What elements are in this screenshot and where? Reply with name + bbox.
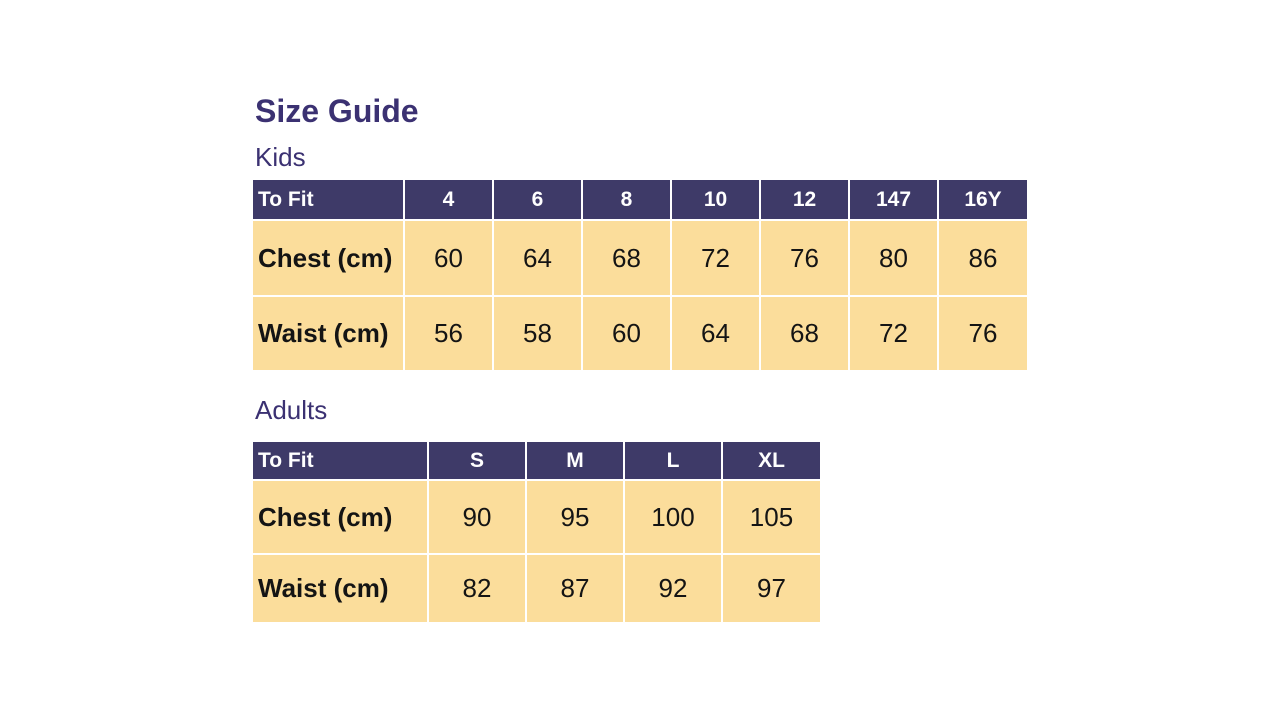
kids-header-cell-size-10: 10 bbox=[670, 180, 761, 221]
kids-chest-value: 64 bbox=[492, 219, 583, 297]
adults-waist-row: Waist (cm) 82 87 92 97 bbox=[253, 553, 820, 622]
kids-chest-row-label: Chest (cm) bbox=[253, 219, 405, 297]
adults-chest-value: 95 bbox=[525, 479, 625, 555]
kids-chest-value: 76 bbox=[759, 219, 850, 297]
kids-waist-value: 68 bbox=[759, 295, 850, 370]
adults-chest-row-label: Chest (cm) bbox=[253, 479, 429, 555]
kids-waist-value: 72 bbox=[848, 295, 939, 370]
kids-header-cell-size-8: 8 bbox=[581, 180, 672, 221]
adults-chest-value: 100 bbox=[623, 479, 723, 555]
kids-table-header-row: To Fit 4 6 8 10 12 147 16Y bbox=[253, 180, 1027, 221]
adults-header-cell-size-l: L bbox=[623, 442, 723, 481]
kids-waist-value: 64 bbox=[670, 295, 761, 370]
kids-chest-value: 68 bbox=[581, 219, 672, 297]
adults-chest-row: Chest (cm) 90 95 100 105 bbox=[253, 479, 820, 555]
adults-section-label: Adults bbox=[255, 395, 328, 425]
kids-waist-row: Waist (cm) 56 58 60 64 68 72 76 bbox=[253, 295, 1027, 370]
kids-chest-row: Chest (cm) 60 64 68 72 76 80 86 bbox=[253, 219, 1027, 297]
kids-waist-value: 76 bbox=[937, 295, 1027, 370]
adults-waist-row-label: Waist (cm) bbox=[253, 553, 429, 622]
kids-header-cell-size-147: 147 bbox=[848, 180, 939, 221]
kids-chest-value: 80 bbox=[848, 219, 939, 297]
kids-chest-value: 86 bbox=[937, 219, 1027, 297]
adults-header-cell-size-s: S bbox=[427, 442, 527, 481]
adults-header-cell-size-m: M bbox=[525, 442, 625, 481]
kids-header-cell-size-16y: 16Y bbox=[937, 180, 1027, 221]
kids-header-cell-to-fit: To Fit bbox=[253, 180, 405, 221]
adults-waist-value: 87 bbox=[525, 553, 625, 622]
kids-header-cell-size-6: 6 bbox=[492, 180, 583, 221]
adults-chest-value: 90 bbox=[427, 479, 527, 555]
kids-chest-value: 60 bbox=[403, 219, 494, 297]
kids-waist-row-label: Waist (cm) bbox=[253, 295, 405, 370]
kids-waist-value: 60 bbox=[581, 295, 672, 370]
adults-waist-value: 82 bbox=[427, 553, 527, 622]
page-title: Size Guide bbox=[255, 93, 419, 129]
kids-waist-value: 56 bbox=[403, 295, 494, 370]
adults-header-cell-to-fit: To Fit bbox=[253, 442, 429, 481]
kids-header-cell-size-12: 12 bbox=[759, 180, 850, 221]
adults-waist-value: 97 bbox=[721, 553, 820, 622]
adults-header-cell-size-xl: XL bbox=[721, 442, 820, 481]
kids-header-cell-size-4: 4 bbox=[403, 180, 494, 221]
adults-size-table: To Fit S M L XL Chest (cm) 90 95 100 105… bbox=[253, 442, 820, 622]
kids-waist-value: 58 bbox=[492, 295, 583, 370]
kids-chest-value: 72 bbox=[670, 219, 761, 297]
adults-waist-value: 92 bbox=[623, 553, 723, 622]
adults-chest-value: 105 bbox=[721, 479, 820, 555]
adults-table-header-row: To Fit S M L XL bbox=[253, 442, 820, 481]
kids-size-table: To Fit 4 6 8 10 12 147 16Y Chest (cm) 60… bbox=[253, 180, 1027, 370]
kids-section-label: Kids bbox=[255, 142, 306, 172]
